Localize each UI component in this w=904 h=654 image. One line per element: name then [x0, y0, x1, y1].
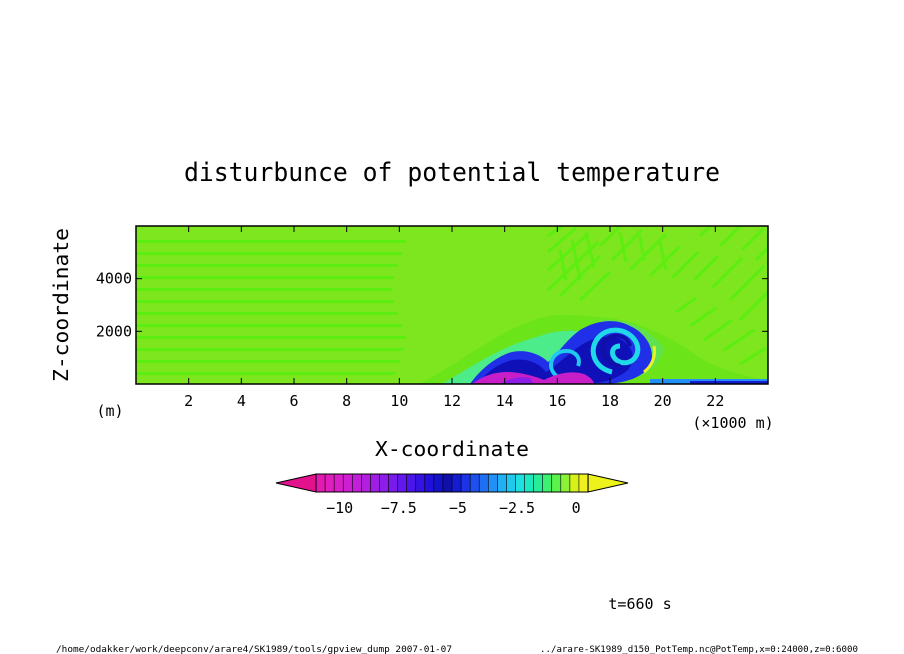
x-tick-label: 6 — [289, 392, 298, 410]
y-axis-label: Z-coordinate — [49, 228, 73, 382]
colorbar-bin — [315, 473, 326, 493]
y-tick-label: 2000 — [96, 322, 132, 340]
colorbar-bin — [542, 473, 553, 493]
colorbar-bin — [342, 473, 353, 493]
x-tick-label: 4 — [237, 392, 246, 410]
colorbar-bin — [478, 473, 489, 493]
colorbar-bin — [487, 473, 498, 493]
x-tick-label: 20 — [654, 392, 672, 410]
colorbar-bin — [560, 473, 571, 493]
colorbar-frame — [315, 473, 589, 493]
x-tick-label: 2 — [184, 392, 193, 410]
x-tick-label: 10 — [390, 392, 408, 410]
colorbar-tick-label: 0 — [572, 499, 581, 517]
footer-left: /home/odakker/work/deepconv/arare4/SK198… — [56, 645, 452, 654]
field-coldcore — [472, 372, 594, 384]
x-tick-label: 14 — [496, 392, 514, 410]
colorbar-bin — [533, 473, 544, 493]
colorbar-bin — [506, 473, 517, 493]
colorbar-bin — [406, 473, 417, 493]
colorbar-bin — [524, 473, 535, 493]
x-tick-label: 8 — [342, 392, 351, 410]
chart-title: disturbunce of potential temperature — [184, 158, 720, 188]
x-tick-label: 22 — [706, 392, 724, 410]
x-tick-label: 12 — [443, 392, 461, 410]
colorbar-bin — [333, 473, 344, 493]
plot-area — [136, 226, 768, 384]
colorbar-bin — [424, 473, 435, 493]
colorbar-bin — [497, 473, 508, 493]
colorbar-tick-label: −2.5 — [499, 499, 535, 517]
field-waves — [546, 226, 768, 366]
colorbar-bin — [460, 473, 471, 493]
time-label: t=660 s — [608, 595, 671, 613]
y-tick-label: 4000 — [96, 270, 132, 288]
colorbar-bin — [324, 473, 335, 493]
y-ticks: 2000 4000 — [96, 270, 768, 340]
colorbar-bin — [415, 473, 426, 493]
colorbar-bin — [433, 473, 444, 493]
x-tick-label: 16 — [548, 392, 566, 410]
colorbar-bin — [442, 473, 453, 493]
colorbar-bin — [388, 473, 399, 493]
colorbar-bin — [578, 473, 589, 493]
colorbar-bin — [379, 473, 390, 493]
colorbar-tick-label: −5 — [449, 499, 467, 517]
colorbar-bin — [370, 473, 381, 493]
colorbar-over-arrow — [587, 473, 629, 493]
colorbar-bin — [569, 473, 580, 493]
footer-right: ../arare-SK1989_d150_PotTemp.nc@PotTemp,… — [540, 645, 858, 654]
colorbar — [275, 473, 629, 493]
colorbar-bin — [515, 473, 526, 493]
field-vortex — [590, 327, 641, 375]
colorbar-under-arrow — [275, 473, 317, 493]
colorbar-bin — [351, 473, 362, 493]
colorbar-bin — [551, 473, 562, 493]
y-axis-unit: (m) — [96, 402, 123, 420]
field-stripes — [136, 240, 406, 375]
colorbar-ticks: −10 −7.5 −5 −2.5 0 — [326, 499, 581, 517]
x-tick-label: 18 — [601, 392, 619, 410]
colorbar-tick-label: −10 — [326, 499, 353, 517]
x-axis-unit: (×1000 m) — [692, 414, 773, 432]
x-axis-label: X-coordinate — [375, 437, 529, 461]
x-ticks: 2 4 6 8 10 12 14 16 18 20 22 — [184, 226, 724, 410]
colorbar-tick-label: −7.5 — [381, 499, 417, 517]
colorbar-bin — [397, 473, 408, 493]
colorbar-bin — [451, 473, 462, 493]
colorbar-bin — [361, 473, 372, 493]
colorbar-bin — [469, 473, 480, 493]
